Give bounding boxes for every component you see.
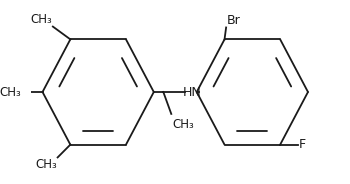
Text: HN: HN [183, 86, 201, 98]
Text: Br: Br [227, 14, 241, 26]
Text: CH₃: CH₃ [173, 118, 195, 131]
Text: CH₃: CH₃ [35, 158, 57, 171]
Text: F: F [299, 138, 306, 151]
Text: CH₃: CH₃ [30, 13, 52, 26]
Text: CH₃: CH₃ [0, 86, 21, 98]
